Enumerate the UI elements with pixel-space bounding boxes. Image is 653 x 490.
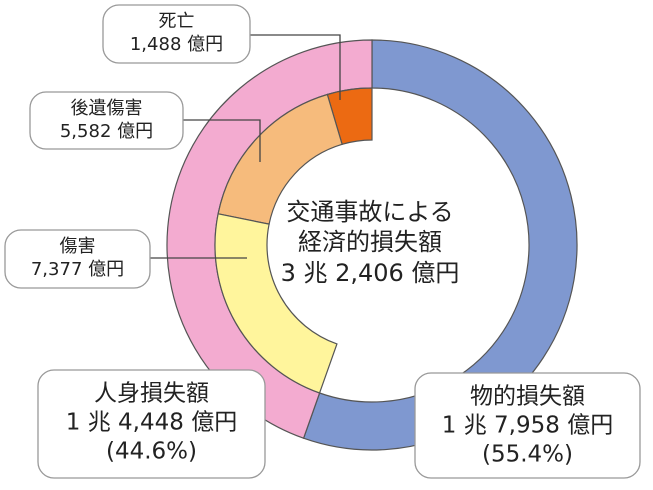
leader-line [250, 34, 341, 100]
category-label: 死亡 [159, 11, 195, 32]
center-title: 交通事故による [286, 198, 453, 226]
category-label: 物的損失額 [470, 384, 585, 410]
category-label: 人身損失額 [94, 381, 209, 407]
percentage-label: (55.4%) [482, 442, 573, 468]
callout-box [4, 229, 151, 289]
value-label: 1 兆 4,448 億円 [66, 410, 237, 436]
value-label: 5,582 億円 [60, 121, 153, 142]
callout-box [414, 372, 641, 479]
category-label: 傷害 [60, 236, 96, 257]
percentage-label: (44.6%) [106, 439, 197, 465]
value-label: 7,377 億円 [31, 259, 124, 280]
center-total: 3 兆 2,406 億円 [281, 259, 460, 287]
center-title: 経済的損失額 [298, 228, 442, 256]
callout-box [37, 369, 266, 479]
value-label: 1 兆 7,958 億円 [442, 413, 613, 439]
leader-line [183, 119, 261, 162]
value-label: 1,488 億円 [130, 34, 223, 55]
donut-segment [217, 93, 343, 225]
donut-segment [302, 39, 578, 451]
category-label: 後遺傷害 [71, 98, 143, 119]
callout-box [29, 91, 184, 150]
callout-box [102, 4, 251, 64]
